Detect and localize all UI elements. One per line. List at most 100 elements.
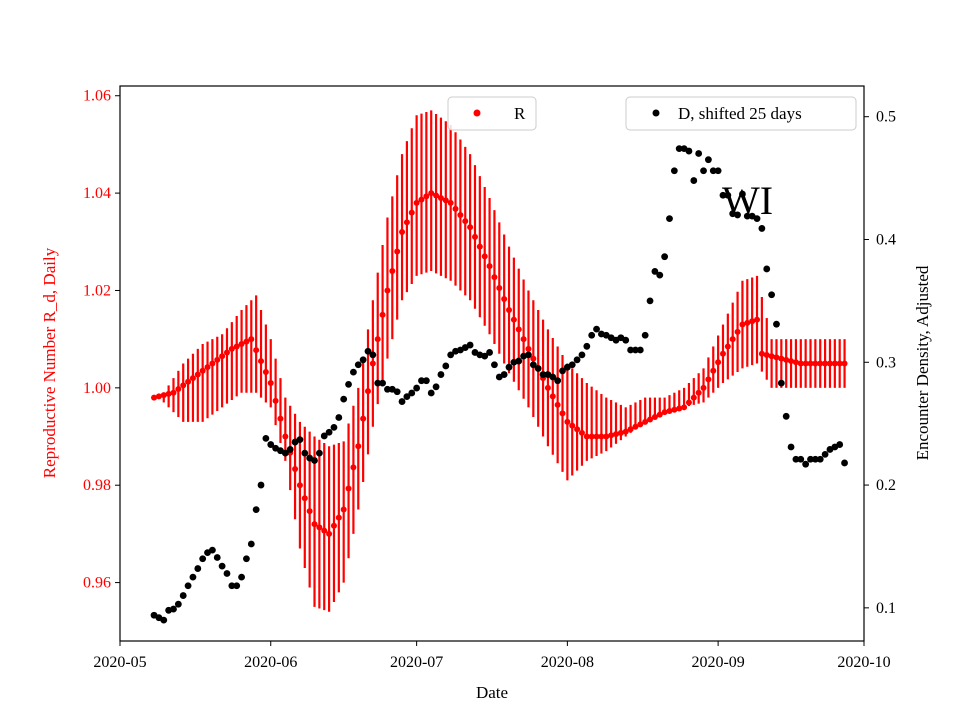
- r-point: [768, 353, 775, 360]
- r-point: [788, 358, 795, 365]
- r-point: [836, 360, 843, 367]
- r-point: [831, 360, 838, 367]
- r-point: [408, 209, 415, 216]
- r-point: [583, 433, 590, 440]
- d-point: [257, 481, 265, 489]
- r-point: [700, 384, 707, 391]
- r-point: [506, 306, 513, 313]
- d-point: [578, 351, 586, 359]
- r-point: [797, 360, 804, 367]
- d-point: [354, 361, 362, 369]
- x-axis-title: Date: [476, 683, 508, 702]
- r-point: [321, 527, 328, 534]
- d-point: [811, 455, 819, 463]
- d-point: [515, 357, 523, 365]
- d-point: [262, 435, 270, 442]
- d-point: [437, 371, 445, 378]
- d-point: [364, 347, 372, 355]
- r-point: [744, 319, 751, 326]
- d-point: [593, 325, 600, 333]
- r-point: [802, 360, 809, 367]
- d-point: [481, 352, 489, 360]
- d-point: [233, 582, 241, 590]
- d-point: [213, 554, 221, 561]
- r-point: [651, 414, 658, 421]
- x-tick-label: 2020-05: [93, 654, 146, 671]
- r-point: [559, 410, 566, 417]
- r-point: [258, 358, 265, 365]
- r-point: [389, 268, 396, 274]
- r-point: [471, 233, 478, 240]
- d-point: [739, 190, 746, 198]
- r-point: [306, 508, 313, 515]
- d-point: [179, 592, 187, 599]
- d-point: [807, 455, 814, 463]
- r-point: [311, 521, 318, 528]
- d-point: [666, 215, 673, 223]
- r-point: [822, 360, 829, 367]
- r-point: [360, 415, 367, 422]
- r-point: [418, 196, 425, 203]
- r-point: [204, 364, 211, 371]
- d-point: [442, 362, 450, 370]
- d-point: [836, 441, 844, 448]
- r-point: [812, 360, 819, 367]
- r-point: [510, 316, 517, 323]
- d-point: [311, 457, 318, 464]
- r-point: [180, 382, 187, 389]
- r-point: [399, 229, 406, 236]
- r-point: [486, 263, 493, 270]
- right-y-axis-title: Encounter Density, Adjusted: [913, 265, 932, 460]
- r-point: [175, 386, 182, 393]
- r-point: [476, 243, 483, 250]
- d-point: [427, 389, 435, 397]
- d-point: [218, 562, 226, 570]
- r-point: [642, 418, 649, 425]
- r-point: [316, 524, 323, 531]
- r-point: [671, 406, 678, 413]
- d-point: [622, 336, 630, 344]
- d-point: [223, 570, 231, 577]
- r-point: [199, 367, 206, 374]
- d-point: [408, 389, 416, 397]
- d-point: [500, 371, 508, 378]
- r-point: [384, 287, 391, 294]
- r-point: [685, 399, 692, 406]
- d-point: [374, 379, 382, 387]
- r-point: [501, 295, 508, 302]
- legend-r-label: R: [514, 104, 526, 123]
- r-point: [194, 371, 201, 378]
- d-point: [505, 363, 513, 371]
- d-point: [228, 582, 236, 590]
- d-point: [782, 412, 790, 420]
- r-point: [841, 360, 848, 367]
- d-point: [763, 265, 771, 273]
- r-point: [647, 416, 654, 423]
- d-point: [773, 320, 780, 328]
- r-point: [622, 428, 629, 435]
- d-point: [301, 449, 309, 457]
- r-point: [569, 422, 576, 429]
- r-point: [155, 393, 162, 400]
- r-point: [530, 355, 537, 362]
- d-point: [174, 600, 182, 608]
- r-point: [773, 354, 780, 361]
- state-annotation: WI: [722, 178, 773, 223]
- d-point: [724, 191, 732, 199]
- r-point: [467, 224, 474, 231]
- r-point: [724, 343, 731, 350]
- r-point: [656, 411, 663, 418]
- d-point: [670, 167, 678, 175]
- d-point: [330, 423, 338, 431]
- d-point: [568, 361, 576, 369]
- d-point: [320, 432, 328, 440]
- legend-r-marker: [473, 109, 481, 117]
- r-point: [617, 429, 624, 436]
- d-point: [719, 191, 727, 199]
- d-point: [466, 341, 474, 349]
- d-point: [286, 446, 294, 453]
- d-point: [345, 380, 352, 388]
- d-point: [627, 346, 634, 354]
- r-point: [428, 190, 435, 197]
